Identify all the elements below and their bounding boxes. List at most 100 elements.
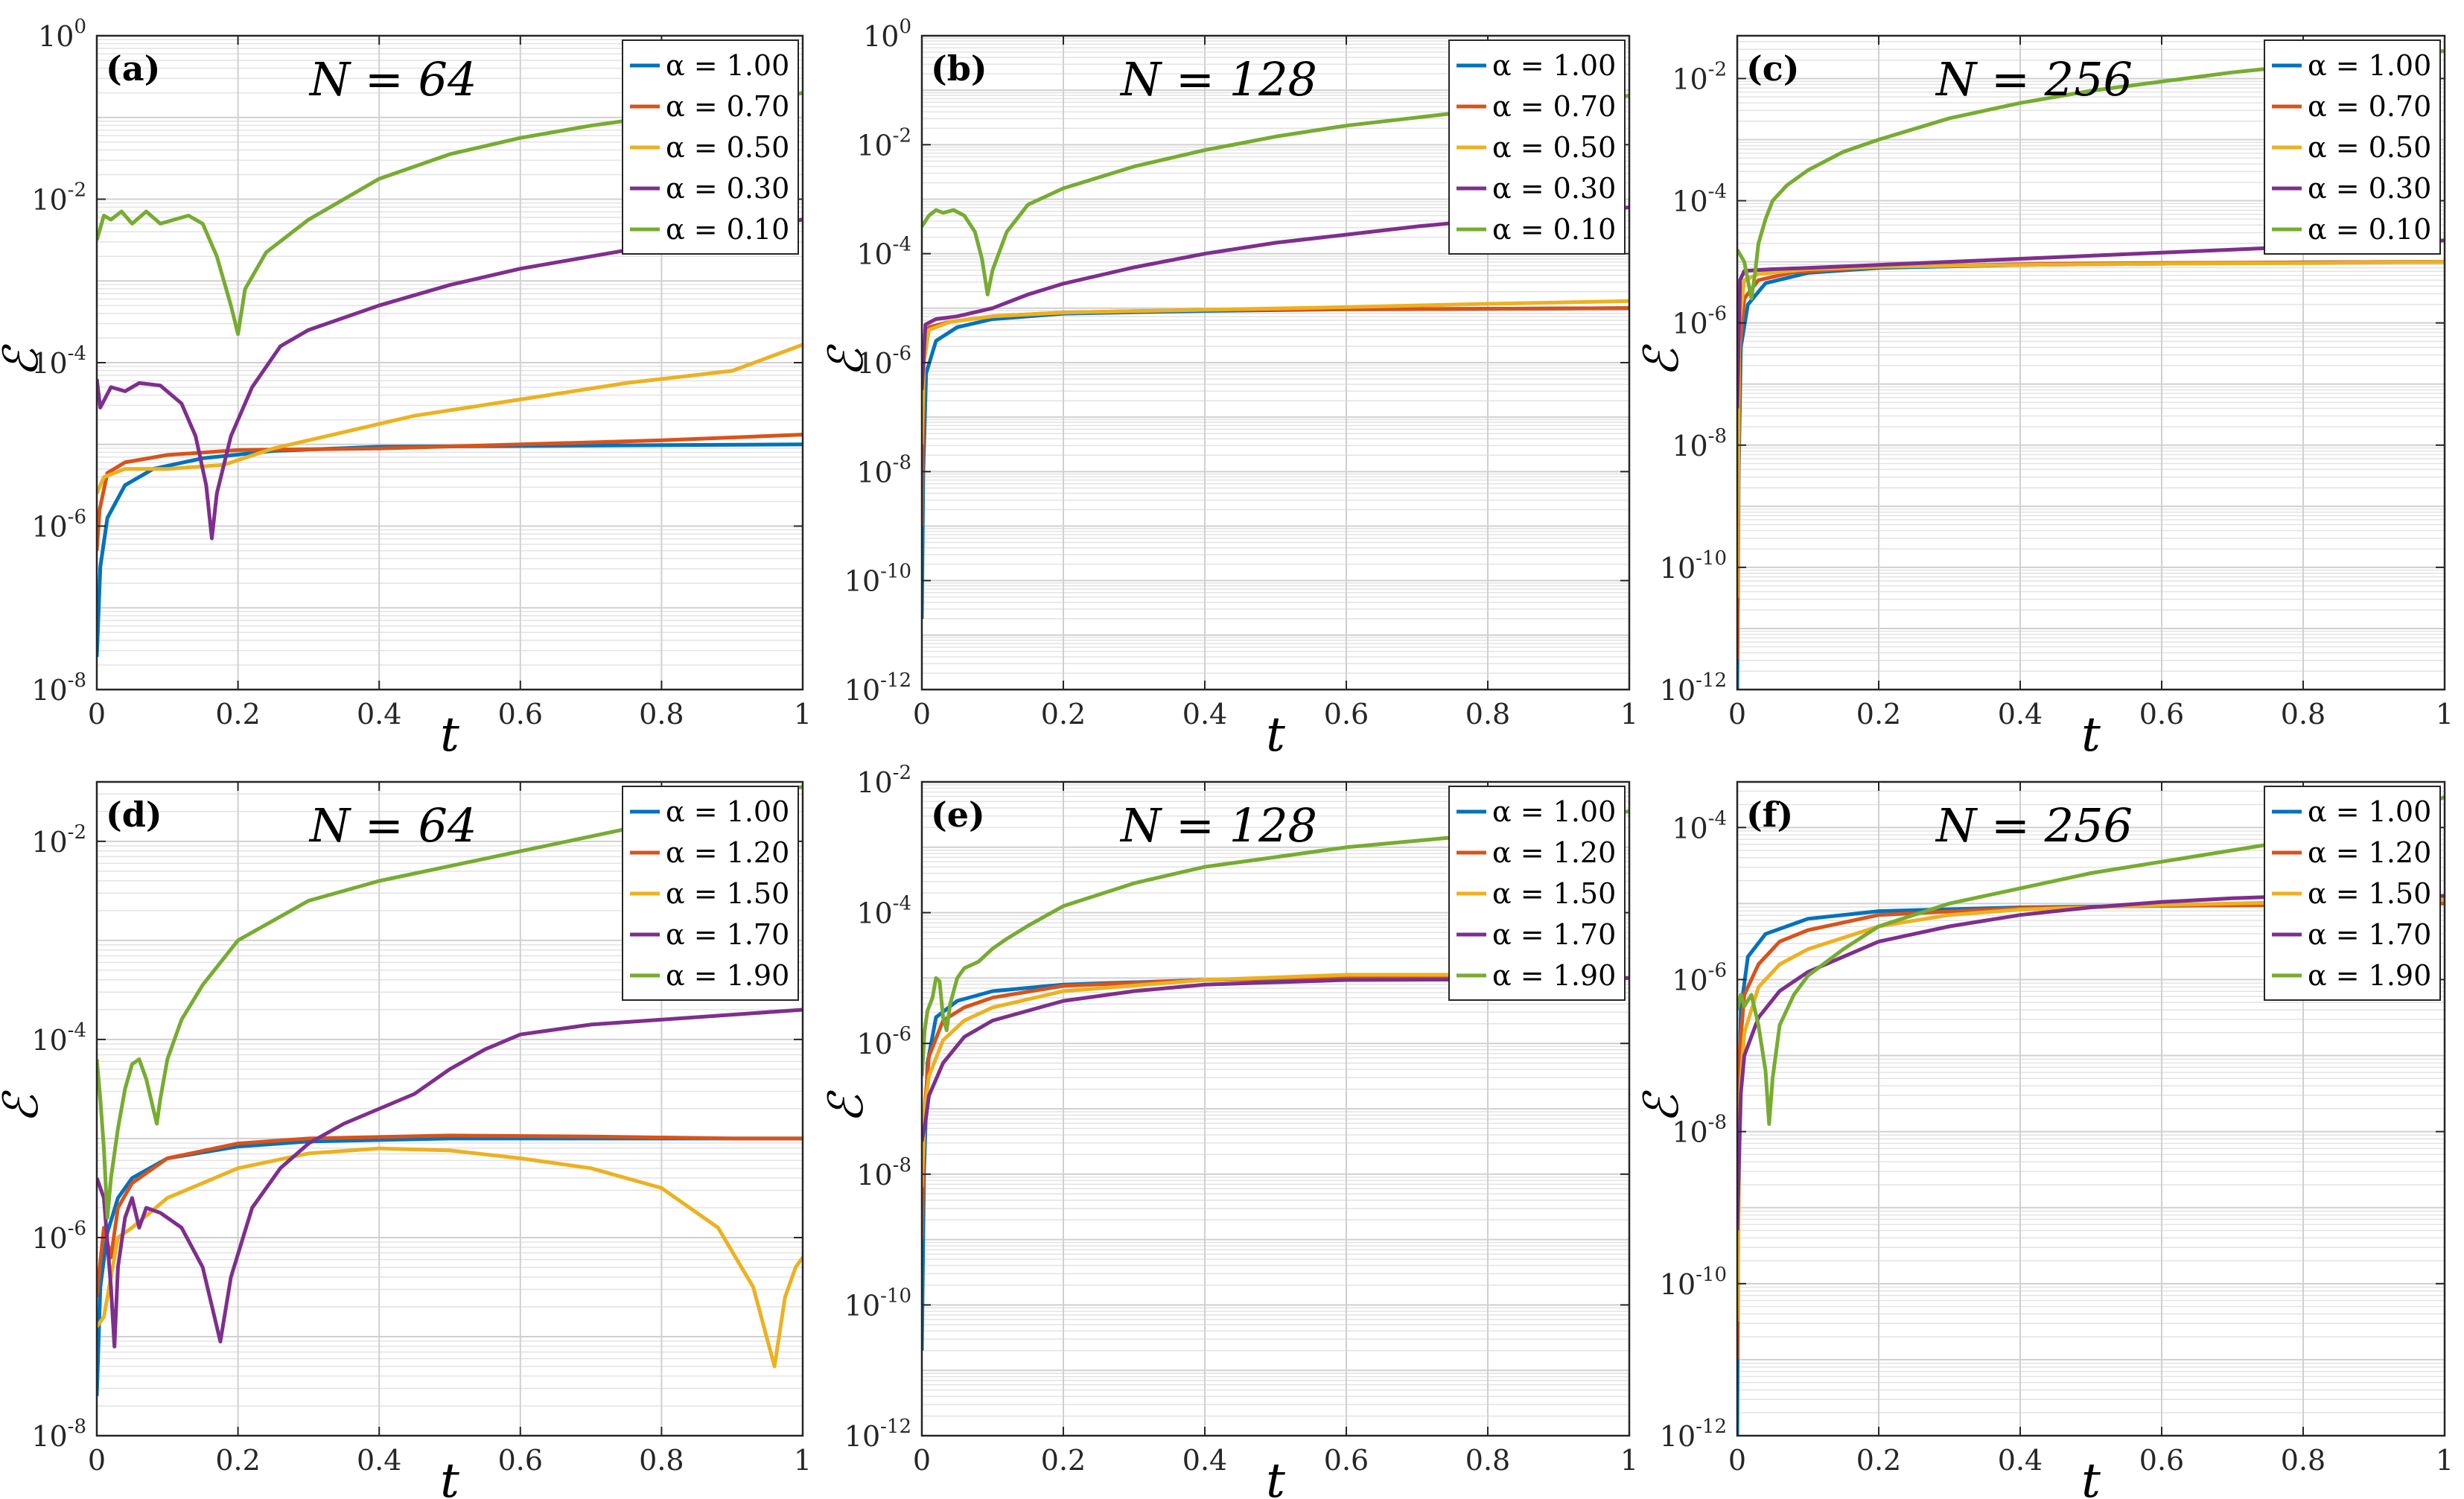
- y-tick-label: 10-10: [1660, 547, 1727, 585]
- y-tick-label: 10-12: [844, 669, 911, 707]
- y-tick-exponent: -8: [1708, 1112, 1727, 1134]
- y-tick-label: 100: [863, 16, 911, 53]
- y-tick-exponent: 0: [899, 16, 911, 38]
- x-axis-label: t: [440, 1454, 459, 1499]
- legend-label: α = 1.00: [666, 795, 789, 828]
- legend-label: α = 0.10: [1492, 213, 1616, 246]
- y-tick-base: 10: [31, 826, 67, 859]
- legend: α = 1.00 α = 0.70 α = 0.50 α = 0.30 α = 0.10: [2264, 39, 2441, 255]
- y-tick-label: 100: [38, 16, 86, 53]
- series-line-3: [1737, 897, 2445, 1322]
- y-tick-base: 10: [1672, 964, 1707, 996]
- y-tick-label: 10-4: [856, 234, 911, 271]
- y-tick-exponent: -12: [880, 1416, 911, 1438]
- y-tick-base: 10: [844, 565, 880, 598]
- y-axis-label: ℰ: [0, 1089, 49, 1123]
- x-tick-label: 0.8: [2281, 1444, 2325, 1477]
- x-axis-label: t: [440, 707, 459, 763]
- y-tick-base: 10: [1660, 674, 1696, 707]
- y-tick-base: 10: [31, 1024, 67, 1057]
- axes-box: [920, 780, 1631, 1437]
- panel-label: (f): [1746, 795, 1793, 835]
- y-tick-exponent: -4: [893, 893, 911, 915]
- series-line-4: [97, 217, 803, 541]
- x-tick-label: 0.4: [1182, 1444, 1227, 1477]
- legend: α = 1.00 α = 0.70 α = 0.50 α = 0.30 α = 0.10: [1448, 39, 1626, 255]
- legend-label: α = 1.50: [2308, 877, 2431, 910]
- x-tick-label: 0.2: [215, 698, 260, 731]
- series-line-3: [97, 343, 803, 494]
- x-tick-label: 0.4: [1182, 698, 1227, 731]
- y-tick-base: 10: [844, 1420, 880, 1453]
- x-tick-label: 0.8: [1465, 698, 1510, 731]
- y-tick-base: 10: [856, 129, 892, 162]
- y-tick-label: 10-10: [1660, 1264, 1727, 1301]
- panel-label: (a): [106, 48, 160, 89]
- y-tick-exponent: 0: [74, 16, 86, 38]
- legend-label: α = 1.20: [1492, 836, 1616, 869]
- series-line-5: [922, 809, 1629, 1077]
- x-tick-label: 0.4: [1998, 698, 2043, 731]
- legend-label: α = 0.50: [2308, 131, 2431, 164]
- y-tick-label: 10-8: [31, 1416, 86, 1453]
- y-tick-label: 10-12: [1660, 1416, 1727, 1453]
- y-tick-exponent: -6: [1708, 959, 1727, 981]
- x-tick-label: 0.8: [2281, 698, 2325, 731]
- y-tick-label: 10-4: [31, 343, 86, 380]
- legend-label: α = 1.90: [2308, 959, 2431, 992]
- axes-box: [1736, 34, 2446, 691]
- x-axis-label: t: [1266, 1454, 1285, 1499]
- legend-label: α = 1.90: [666, 959, 789, 992]
- y-tick-base: 10: [1672, 430, 1707, 462]
- y-tick-label: 10-2: [856, 762, 911, 799]
- panel-title: N = 128: [1119, 798, 1317, 853]
- legend-label: α = 1.00: [1492, 795, 1616, 828]
- y-tick-base: 10: [1660, 552, 1696, 585]
- legend-label: α = 0.50: [666, 131, 789, 164]
- legend-label: α = 1.00: [666, 49, 789, 82]
- x-axis-label: t: [1266, 707, 1285, 763]
- series-line-3: [922, 299, 1629, 445]
- series-line-4: [922, 976, 1629, 1142]
- panel-title: N = 64: [308, 798, 477, 853]
- panel-label: (d): [106, 795, 162, 835]
- y-tick-label: 10-6: [31, 1218, 86, 1255]
- legend-label: α = 1.00: [2308, 49, 2431, 82]
- series-line-3: [1737, 260, 2445, 598]
- chart-panel-3: 0 0.2 0.4 0.6 0.8 110-1210-1010-810-610-410-2…: [1634, 34, 2454, 763]
- legend-label: α = 1.50: [666, 877, 789, 910]
- series-line-2: [922, 975, 1629, 1240]
- y-tick-base: 10: [1660, 1420, 1696, 1453]
- y-tick-exponent: -10: [880, 561, 911, 583]
- x-tick-label: 0.6: [498, 1444, 543, 1477]
- grid: [96, 35, 803, 690]
- y-tick-label: 10-4: [1672, 181, 1727, 218]
- y-tick-exponent: -6: [893, 1023, 911, 1046]
- legend-label: α = 0.30: [666, 172, 789, 205]
- y-tick-exponent: -2: [1708, 58, 1727, 80]
- x-tick-label: 0.4: [1998, 1444, 2043, 1477]
- y-tick-exponent: -8: [893, 1154, 911, 1177]
- y-tick-exponent: -12: [880, 669, 911, 692]
- y-tick-base: 10: [31, 1420, 67, 1453]
- y-tick-label: 10-12: [1660, 669, 1727, 707]
- y-tick-base: 10: [856, 766, 892, 799]
- panel-label: (b): [931, 48, 987, 89]
- chart-panel-6: 0 0.2 0.4 0.6 0.8 110-1210-1010-810-610-4tℰ(f…: [1634, 780, 2454, 1499]
- legend: α = 1.00 α = 1.20 α = 1.50 α = 1.70 α = 1.90: [622, 786, 799, 1001]
- y-tick-label: 10-6: [856, 343, 911, 380]
- series-line-2: [97, 433, 803, 551]
- y-tick-exponent: -2: [893, 124, 911, 147]
- legend-label: α = 0.70: [1492, 90, 1616, 123]
- x-tick-label: 1: [1620, 698, 1638, 731]
- y-tick-label: 10-8: [1672, 425, 1727, 462]
- series-line-1: [922, 976, 1629, 1351]
- y-tick-exponent: -4: [68, 1019, 86, 1042]
- series-line-5: [97, 91, 803, 337]
- y-tick-label: 10-2: [31, 821, 86, 859]
- legend-label: α = 1.00: [2308, 795, 2431, 828]
- y-tick-base: 10: [856, 897, 892, 930]
- x-tick-label: 1: [2436, 1444, 2454, 1477]
- y-tick-base: 10: [856, 238, 892, 271]
- legend-label: α = 1.70: [666, 918, 789, 951]
